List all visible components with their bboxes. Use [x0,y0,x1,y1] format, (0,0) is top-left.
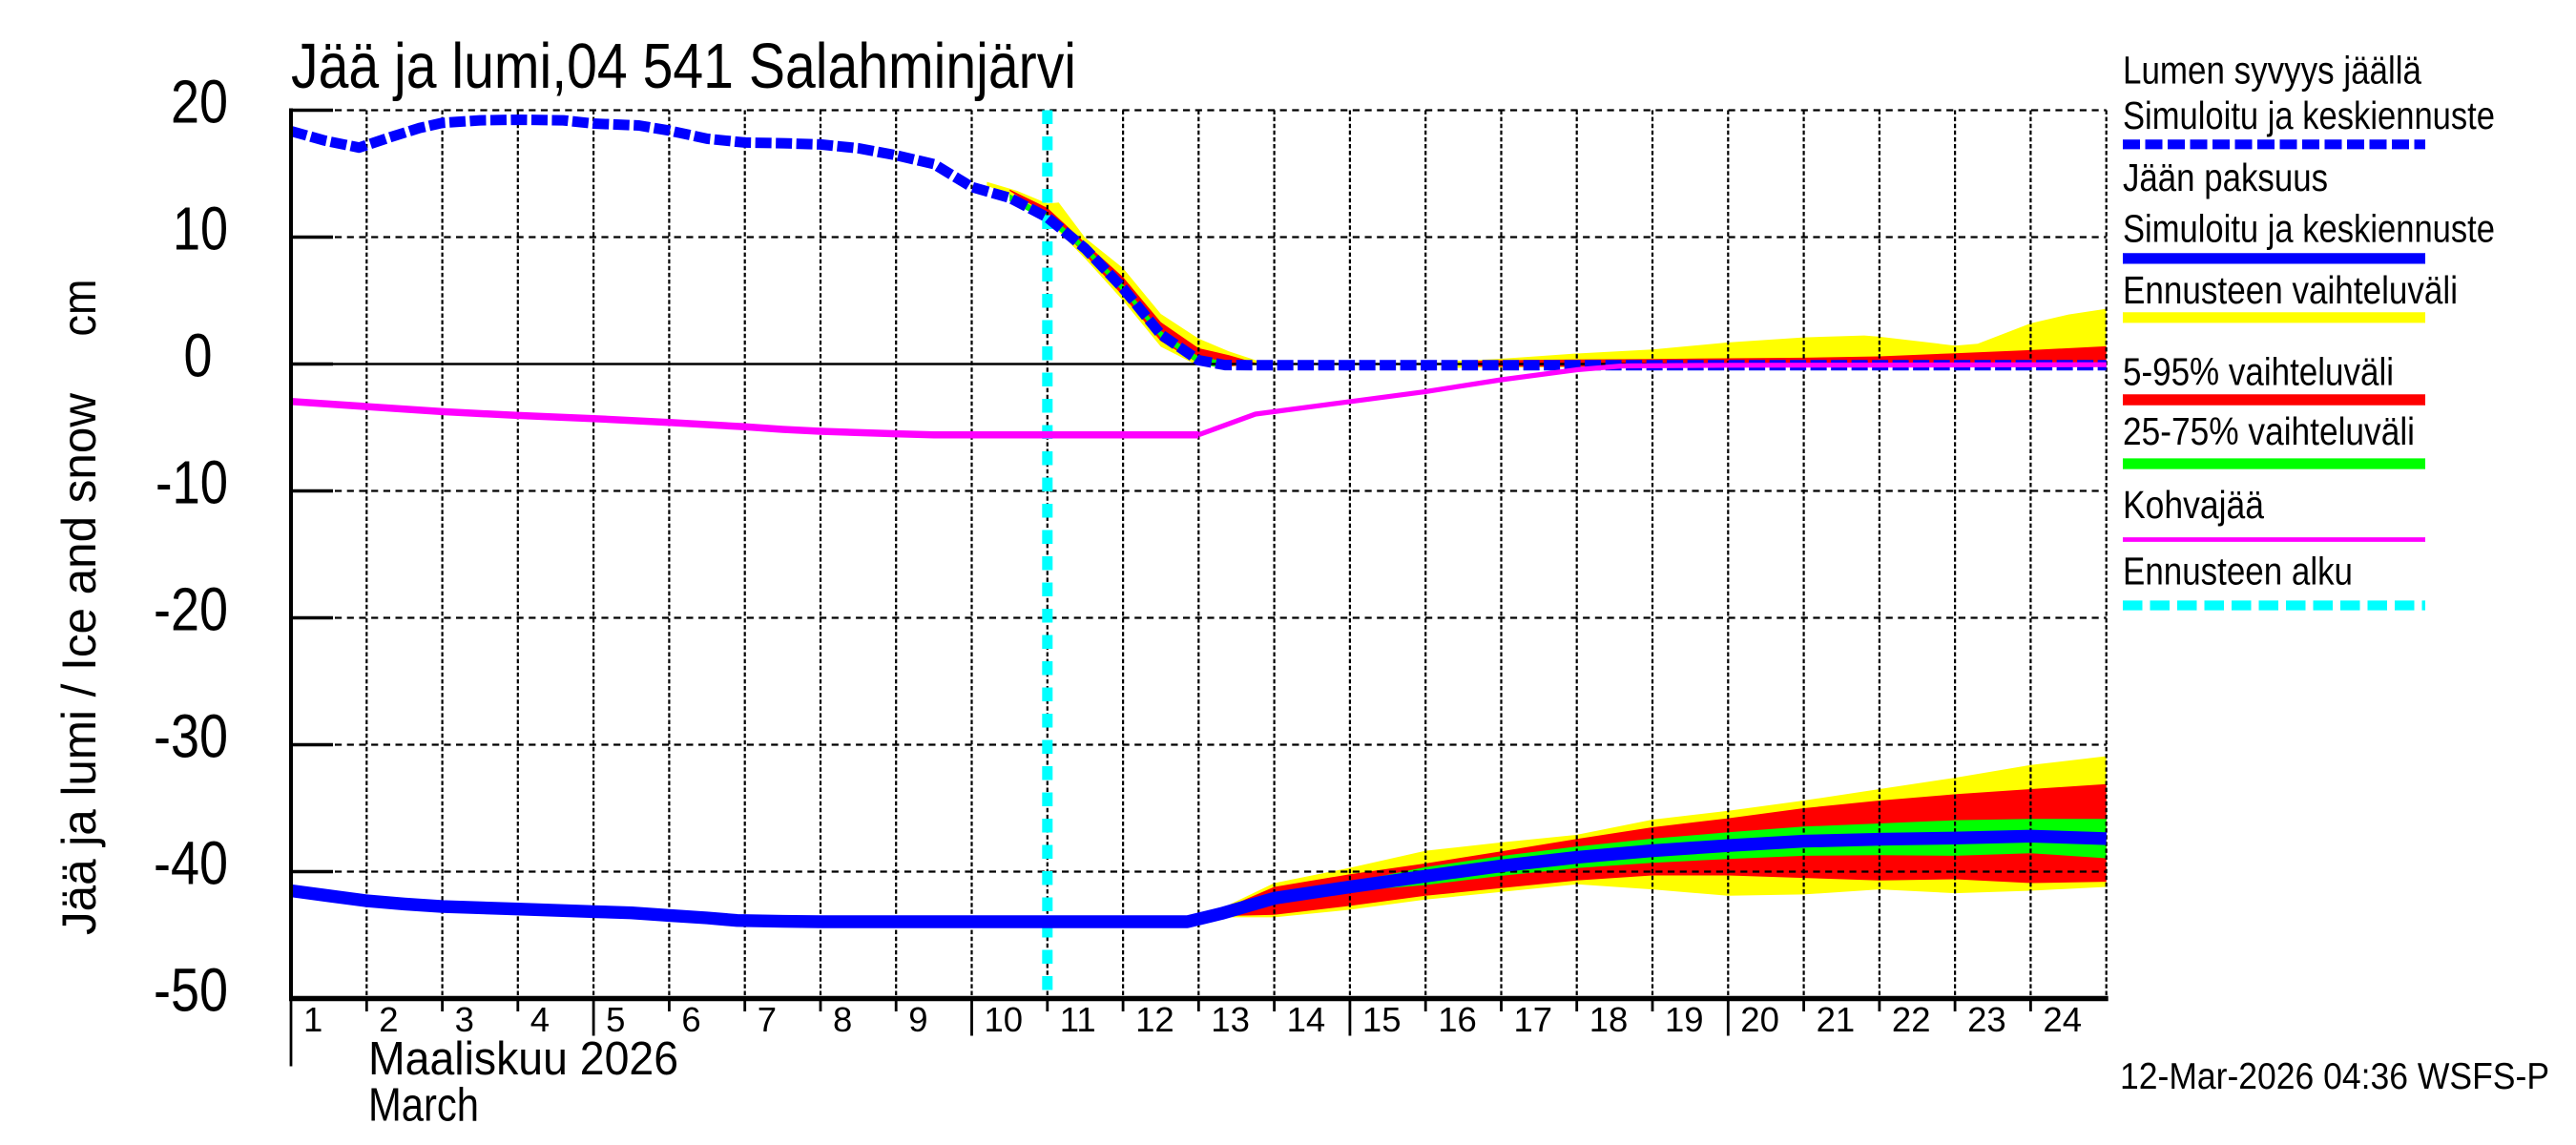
svg-text:16: 16 [1438,1000,1477,1039]
svg-text:2: 2 [379,1000,398,1039]
svg-text:March: March [368,1080,479,1132]
svg-text:20: 20 [171,68,228,136]
svg-text:10: 10 [985,1000,1024,1039]
svg-text:21: 21 [1817,1000,1856,1039]
svg-text:5-95% vaihteluväli: 5-95% vaihteluväli [2123,350,2394,394]
svg-text:6: 6 [681,1000,700,1039]
svg-text:20: 20 [1740,1000,1779,1039]
svg-text:12: 12 [1135,1000,1174,1039]
svg-text:7: 7 [758,1000,777,1039]
svg-text:23: 23 [1967,1000,2006,1039]
svg-text:19: 19 [1665,1000,1704,1039]
svg-text:Simuloitu ja keskiennuste: Simuloitu ja keskiennuste [2123,207,2495,251]
svg-text:22: 22 [1892,1000,1931,1039]
svg-text:0: 0 [184,322,213,390]
svg-text:25-75% vaihteluväli: 25-75% vaihteluväli [2123,409,2415,453]
svg-text:14: 14 [1287,1000,1326,1039]
svg-text:1: 1 [303,1000,322,1039]
svg-text:-50: -50 [154,956,228,1025]
svg-text:18: 18 [1589,1000,1629,1039]
svg-text:3: 3 [455,1000,474,1039]
svg-text:Maaliskuu 2026: Maaliskuu 2026 [368,1033,678,1085]
svg-text:24: 24 [2043,1000,2082,1039]
svg-text:-10: -10 [156,448,228,517]
svg-text:Jään paksuus: Jään paksuus [2123,156,2328,199]
svg-text:10: 10 [173,195,228,263]
svg-text:4: 4 [530,1000,550,1039]
svg-text:17: 17 [1514,1000,1553,1039]
svg-text:11: 11 [1060,1000,1096,1039]
svg-text:Simuloitu ja keskiennuste: Simuloitu ja keskiennuste [2123,94,2495,137]
svg-text:9: 9 [908,1000,927,1039]
svg-text:8: 8 [833,1000,852,1039]
svg-text:Ennusteen alku: Ennusteen alku [2123,550,2353,593]
svg-text:Jää ja lumi / Ice and snow: Jää ja lumi / Ice and snow [52,392,106,935]
svg-text:-40: -40 [154,829,228,898]
svg-text:Ennusteen vaihteluväli: Ennusteen vaihteluväli [2123,268,2458,312]
svg-text:-30: -30 [154,702,228,771]
svg-text:5: 5 [606,1000,625,1039]
svg-text:13: 13 [1211,1000,1250,1039]
svg-text:Kohvajää: Kohvajää [2123,483,2264,527]
svg-text:Jää ja lumi,04 541 Salahminjär: Jää ja lumi,04 541 Salahminjärvi [291,31,1076,102]
svg-text:-20: -20 [154,575,228,644]
svg-text:Lumen syvyys jäällä: Lumen syvyys jäällä [2123,49,2421,93]
svg-text:15: 15 [1362,1000,1402,1039]
svg-text:12-Mar-2026 04:36 WSFS-P: 12-Mar-2026 04:36 WSFS-P [2120,1056,2549,1097]
svg-text:cm: cm [52,280,106,337]
